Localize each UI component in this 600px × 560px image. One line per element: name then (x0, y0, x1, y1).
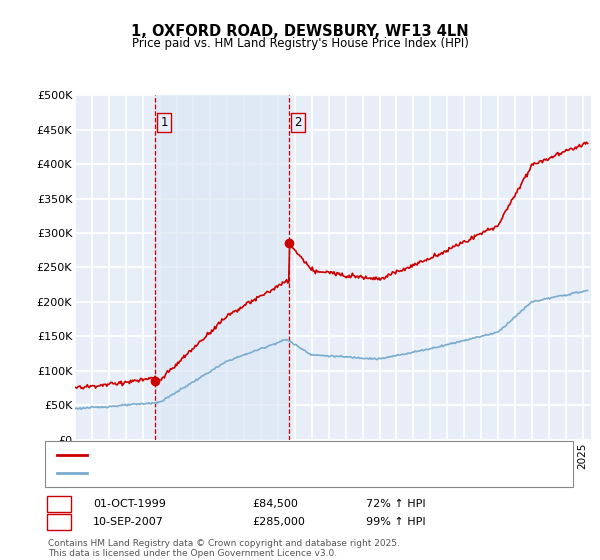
Text: HPI: Average price, semi-detached house, Kirklees: HPI: Average price, semi-detached house,… (93, 468, 356, 478)
Text: 99% ↑ HPI: 99% ↑ HPI (366, 517, 425, 527)
Text: Price paid vs. HM Land Registry's House Price Index (HPI): Price paid vs. HM Land Registry's House … (131, 37, 469, 50)
Text: £285,000: £285,000 (252, 517, 305, 527)
Text: Contains HM Land Registry data © Crown copyright and database right 2025.
This d: Contains HM Land Registry data © Crown c… (48, 539, 400, 558)
Text: 2: 2 (295, 116, 302, 129)
Text: 1, OXFORD ROAD, DEWSBURY, WF13 4LN: 1, OXFORD ROAD, DEWSBURY, WF13 4LN (131, 24, 469, 39)
Text: £84,500: £84,500 (252, 499, 298, 509)
Text: 2: 2 (56, 517, 63, 527)
Text: 01-OCT-1999: 01-OCT-1999 (93, 499, 166, 509)
Text: 72% ↑ HPI: 72% ↑ HPI (366, 499, 425, 509)
Bar (155, 95, 289, 440)
Text: 1: 1 (160, 116, 168, 129)
Text: 1: 1 (56, 499, 63, 509)
Text: 1, OXFORD ROAD, DEWSBURY, WF13 4LN (semi-detached house): 1, OXFORD ROAD, DEWSBURY, WF13 4LN (semi… (93, 450, 432, 460)
Text: 10-SEP-2007: 10-SEP-2007 (93, 517, 164, 527)
